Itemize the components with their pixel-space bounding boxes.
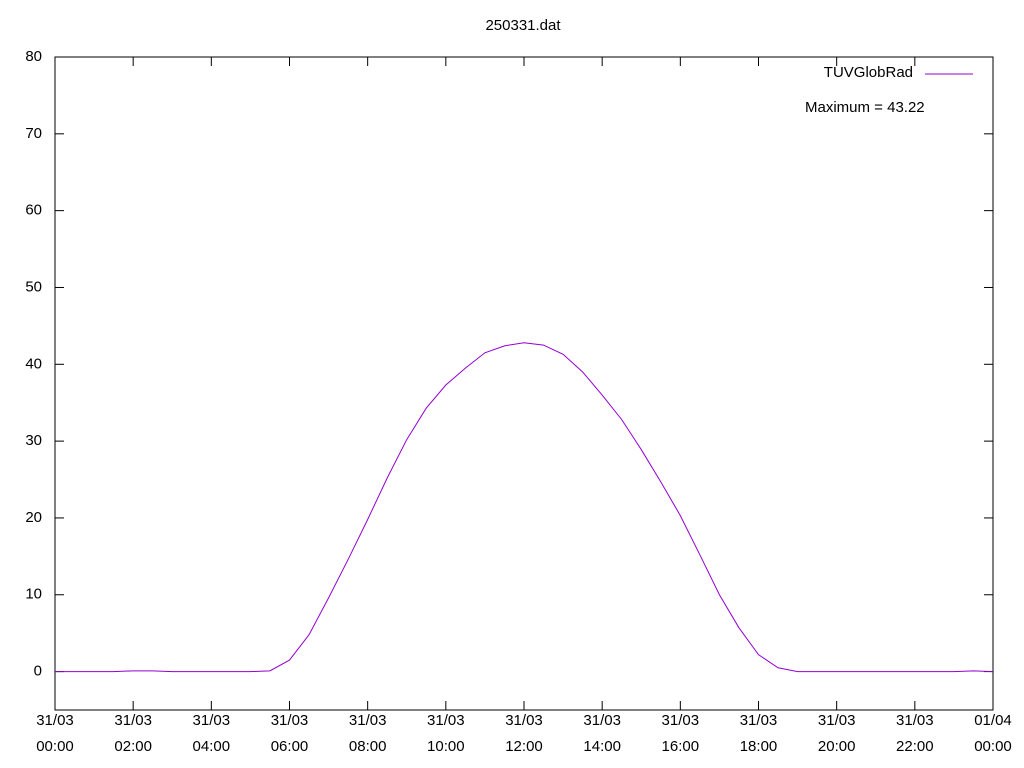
data-line [55, 342, 994, 673]
y-tick-label: 10 [25, 586, 42, 603]
y-tick-label: 0 [34, 663, 42, 680]
y-tick-label: 30 [25, 432, 42, 449]
y-tick-label: 80 [25, 48, 42, 65]
chart-title: 250331.dat [485, 17, 561, 34]
y-tick-label: 50 [25, 278, 42, 295]
x-tick-label: 31/03 22:00 [896, 712, 934, 755]
x-tick-label: 31/03 00:00 [36, 712, 74, 755]
x-tick-label: 31/03 20:00 [818, 712, 856, 755]
y-tick-label: 70 [25, 125, 42, 142]
x-tick-label: 31/03 04:00 [193, 712, 231, 755]
x-tick-label: 31/03 14:00 [583, 712, 621, 755]
legend-label: TUVGlobRad [824, 64, 913, 81]
x-tick-label: 31/03 16:00 [662, 712, 700, 755]
y-tick-label: 20 [25, 509, 42, 526]
y-tick-label: 60 [25, 202, 42, 219]
annotation: Maximum = 43.22 [805, 99, 925, 116]
x-tick-label: 31/03 02:00 [114, 712, 152, 755]
x-tick-label: 01/04 00:00 [974, 712, 1012, 755]
x-tick-label: 31/03 08:00 [349, 712, 387, 755]
x-tick-label: 31/03 10:00 [427, 712, 465, 755]
plot-frame [54, 56, 994, 711]
y-tick-label: 40 [25, 355, 42, 372]
x-tick-label: 31/03 18:00 [740, 712, 778, 755]
x-tick-label: 31/03 12:00 [505, 712, 543, 755]
x-tick-label: 31/03 06:00 [271, 712, 309, 755]
